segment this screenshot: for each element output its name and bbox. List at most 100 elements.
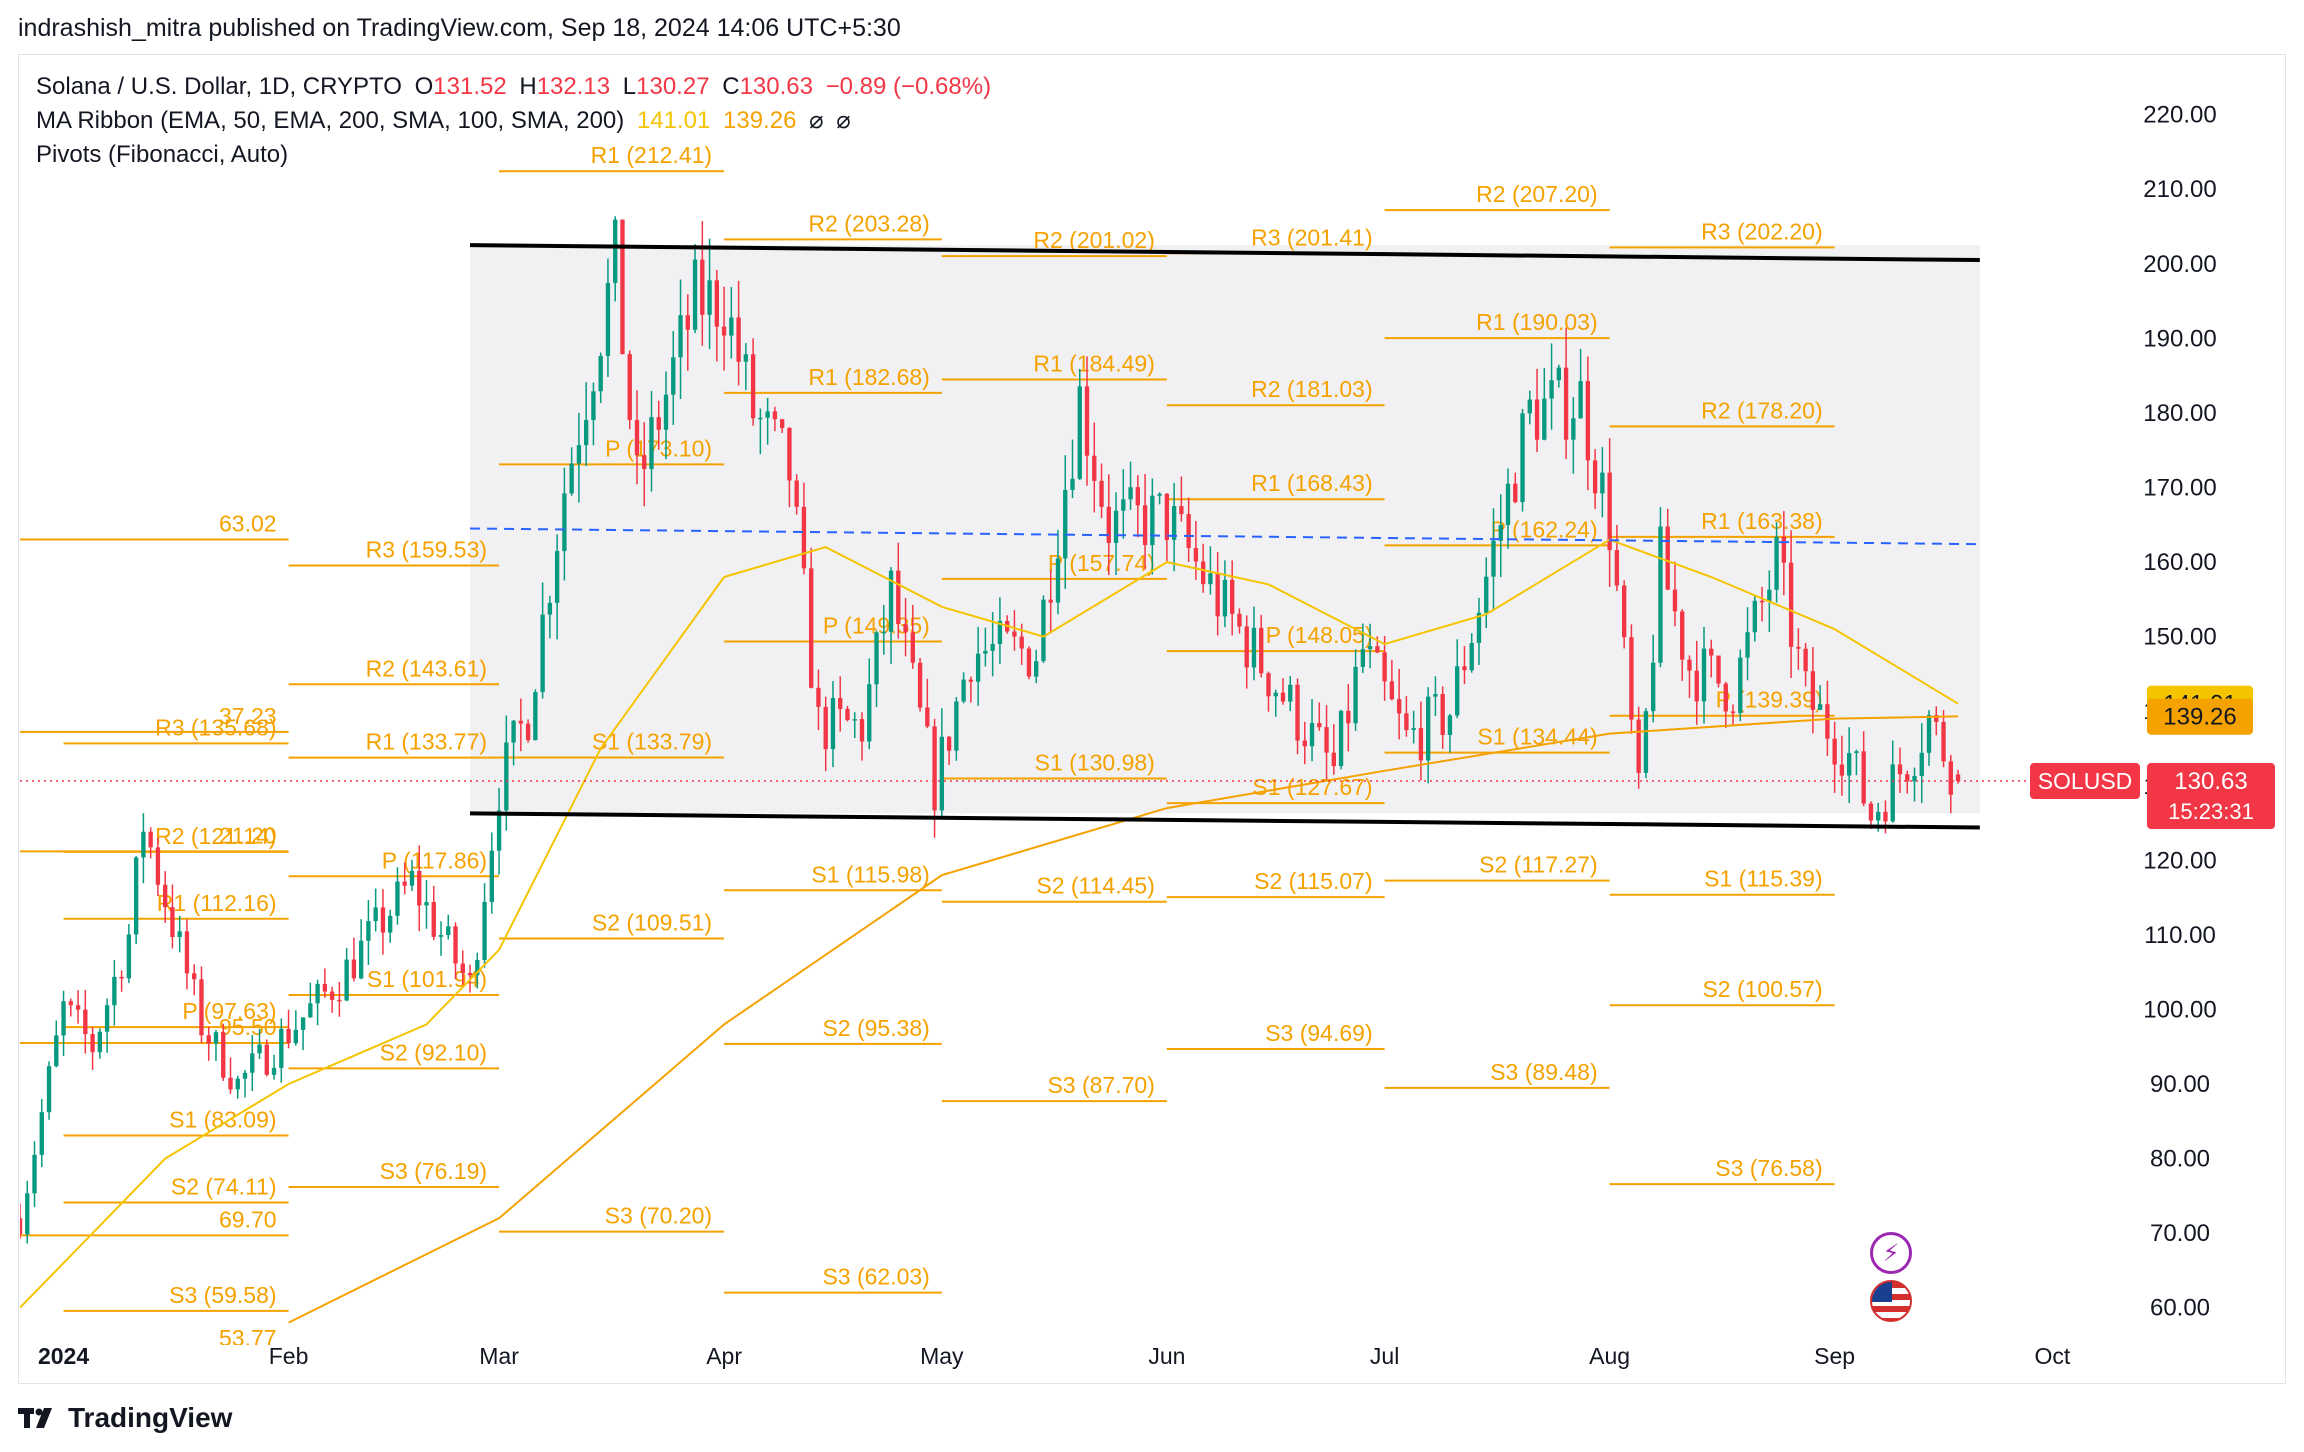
candle-body (1150, 495, 1155, 546)
candle-body (1237, 613, 1242, 627)
candle-body (1600, 472, 1605, 494)
lightning-icon[interactable]: ⚡ (1870, 1232, 1912, 1274)
candle-body (279, 1028, 284, 1068)
candle-body (533, 692, 538, 741)
pivot-label: R2 (143.61) (366, 655, 487, 681)
pivot-label: S2 (92.10) (380, 1039, 487, 1065)
pivot-label: S3 (59.58) (169, 1282, 276, 1308)
high-label: H (519, 73, 537, 100)
candle-body (351, 959, 357, 979)
candle-body (1709, 648, 1714, 656)
candle-body (903, 624, 908, 633)
candle-body (119, 976, 124, 979)
pivot-label: S3 (62.03) (822, 1264, 929, 1290)
candle-body (540, 614, 545, 693)
candle-body (1142, 505, 1148, 546)
candle-body (402, 881, 407, 886)
candle-body (1905, 774, 1910, 782)
candle-body (1803, 648, 1808, 672)
candle-body (1919, 752, 1924, 776)
candle-body (649, 417, 654, 470)
y-tick-label: 170.00 (2143, 474, 2216, 501)
y-tick-label: 80.00 (2150, 1146, 2210, 1173)
candle-body (482, 901, 487, 961)
pivots-label[interactable]: Pivots (Fibonacci, Auto) (36, 141, 289, 168)
candle-body (1041, 599, 1046, 662)
y-tick-label: 100.00 (2143, 996, 2216, 1023)
candle-body (1440, 693, 1445, 735)
ema50-line (20, 538, 1959, 1309)
candle-body (1418, 728, 1424, 761)
brand-name[interactable]: TradingView (68, 1402, 233, 1433)
close-label: C (722, 73, 740, 100)
candle-body (569, 463, 574, 494)
candle-body (373, 907, 378, 922)
candle-body (896, 570, 901, 625)
candle-body (997, 620, 1003, 645)
candle-body (1324, 727, 1329, 753)
pivot-label: R1 (184.49) (1033, 350, 1154, 376)
pivot-label: R1 (133.77) (366, 729, 487, 755)
high-value: 132.13 (536, 73, 611, 100)
candle-body (1665, 526, 1670, 590)
candle-body (417, 870, 422, 906)
candle-body (1680, 611, 1685, 660)
candle-body (1200, 561, 1206, 585)
candle-body (293, 1029, 299, 1044)
candle-body (576, 445, 582, 464)
candle-body (1346, 710, 1351, 724)
candle-body (1113, 510, 1119, 543)
pivot-label: R2 (201.02) (1033, 227, 1154, 253)
candle-body (460, 963, 465, 974)
candle-body (939, 736, 945, 811)
pivot-label: S3 (76.19) (380, 1158, 487, 1184)
candle-body (1135, 487, 1141, 506)
candle-body (1447, 715, 1453, 735)
candle-body (1012, 631, 1017, 637)
candle-body (1817, 704, 1823, 710)
candle-body (1396, 699, 1402, 714)
candle-body (97, 1031, 103, 1053)
candle-body (250, 1053, 255, 1073)
candle-body (1876, 811, 1881, 821)
pivot-label: S3 (87.70) (1047, 1072, 1154, 1098)
candle-body (1273, 692, 1278, 697)
ma-value-2: 139.26 (723, 107, 797, 134)
candle-body (1629, 637, 1634, 720)
candle-body (1941, 721, 1946, 762)
candle-body (874, 632, 879, 685)
y-tick-label: 90.00 (2150, 1071, 2210, 1098)
candle-body (1309, 723, 1315, 747)
y-tick-label: 200.00 (2143, 251, 2216, 278)
candle-body (1687, 659, 1692, 671)
symbol-title[interactable]: Solana / U.S. Dollar, 1D, CRYPTO (36, 73, 402, 100)
pivot-label: S2 (100.57) (1702, 976, 1822, 1002)
candle-body (467, 973, 473, 976)
ma-ribbon-label[interactable]: MA Ribbon (EMA, 50, EMA, 200, SMA, 100, … (36, 107, 625, 134)
candle-body (518, 720, 524, 724)
pivot-label: R1 (182.68) (808, 364, 929, 390)
candle-body (257, 1044, 262, 1054)
pivot-label: R2 (121.14) (155, 823, 276, 849)
footer: TradingView (18, 1402, 232, 1434)
candle-body (1810, 671, 1816, 710)
candle-body (1295, 684, 1300, 741)
candle-body (605, 282, 611, 356)
us-flag-icon[interactable] (1870, 1280, 1912, 1322)
candle-body (1774, 536, 1779, 590)
pivot-label: S1 (83.09) (169, 1107, 276, 1133)
candle-body (104, 1005, 110, 1032)
candle-body (917, 662, 923, 708)
open-value: 131.52 (433, 73, 507, 100)
candle-body (1128, 487, 1133, 500)
candle-body (1723, 683, 1728, 712)
y-tick-label: 190.00 (2143, 325, 2216, 352)
candle-body (206, 1035, 211, 1044)
pivot-label: S2 (95.38) (822, 1015, 929, 1041)
legend-symbol-row: Solana / U.S. Dollar, 1D, CRYPTO O131.52… (36, 70, 991, 104)
pivot-label: R3 (135.68) (155, 714, 276, 740)
candle-body (1585, 381, 1591, 461)
candle-body (511, 720, 516, 743)
